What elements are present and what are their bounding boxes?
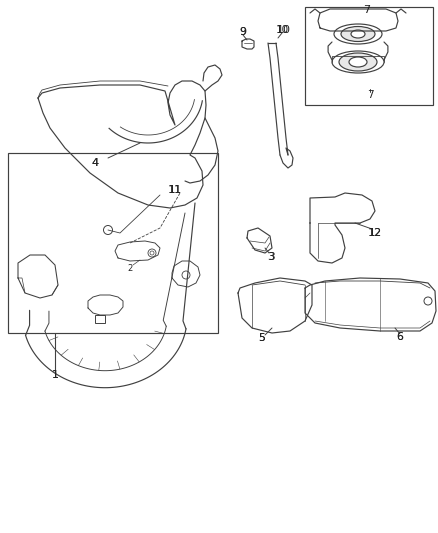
Ellipse shape	[348, 57, 366, 67]
Text: 12: 12	[367, 228, 381, 238]
Circle shape	[148, 249, 155, 257]
Ellipse shape	[333, 24, 381, 44]
Text: 5: 5	[258, 333, 265, 343]
Ellipse shape	[331, 51, 383, 73]
Text: 9: 9	[239, 27, 246, 37]
Text: 6: 6	[396, 332, 403, 342]
Ellipse shape	[340, 27, 374, 42]
Text: 12: 12	[367, 228, 381, 238]
Text: 3: 3	[267, 252, 274, 262]
Text: 10: 10	[275, 25, 288, 35]
Text: 3: 3	[267, 252, 274, 262]
Text: 4: 4	[91, 158, 99, 168]
Circle shape	[423, 297, 431, 305]
Bar	[189, 200, 197, 208]
Text: 11: 11	[168, 185, 182, 195]
Text: 1: 1	[51, 370, 58, 380]
Text: 6: 6	[396, 332, 403, 342]
Text: 1: 1	[51, 370, 58, 380]
Text: 11: 11	[168, 185, 181, 195]
Bar	[304, 7, 432, 105]
Text: 2: 2	[127, 263, 132, 272]
Text: 7: 7	[366, 90, 372, 100]
Circle shape	[150, 251, 154, 255]
Text: 9: 9	[239, 27, 246, 37]
Text: 5: 5	[258, 333, 265, 343]
Text: 7: 7	[363, 5, 370, 15]
Text: 10: 10	[276, 25, 290, 35]
Circle shape	[103, 225, 112, 235]
Text: 4: 4	[91, 158, 99, 168]
Bar	[95, 315, 105, 323]
Circle shape	[182, 271, 190, 279]
Ellipse shape	[338, 53, 376, 71]
Ellipse shape	[350, 30, 364, 38]
Bar	[8, 153, 218, 333]
